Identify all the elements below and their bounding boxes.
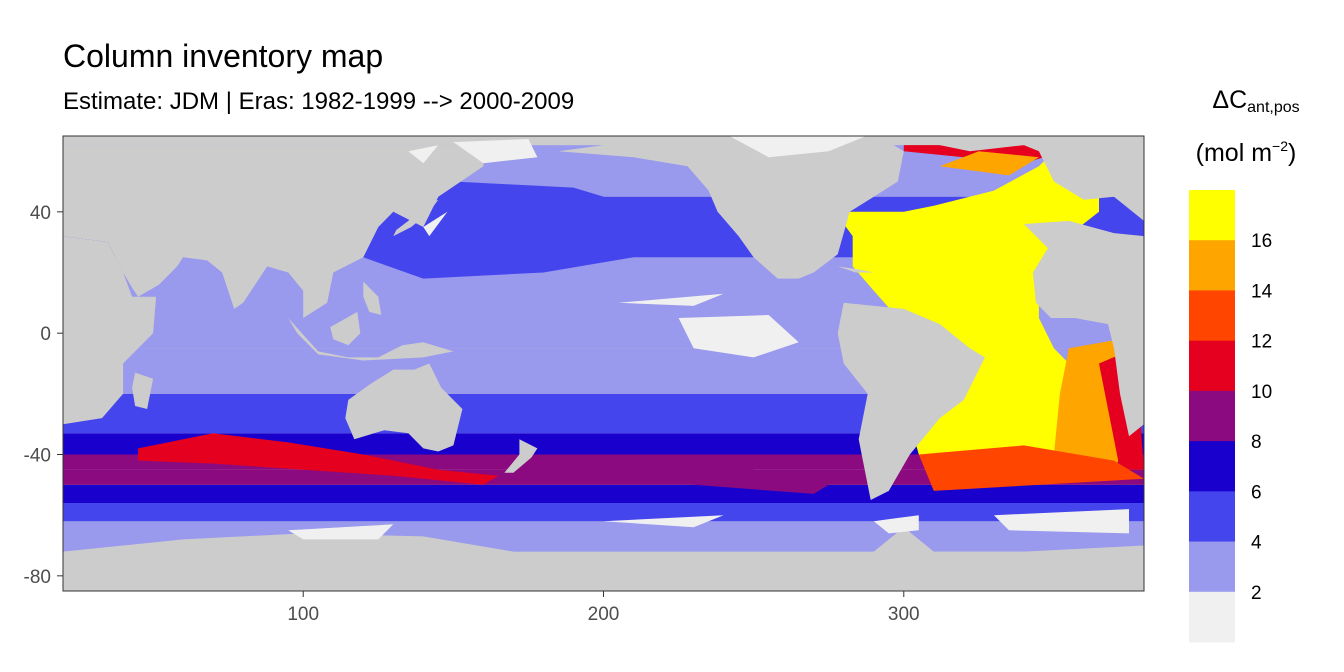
y-tick-label: 40 — [30, 203, 51, 224]
chart-subtitle: Estimate: JDM | Eras: 1982-1999 --> 2000… — [63, 88, 575, 115]
legend-unit: (mol m−2) — [1186, 138, 1306, 168]
plot-area — [63, 136, 1144, 591]
legend-break-label: 2 — [1251, 583, 1262, 604]
madagascar-landmass — [132, 372, 154, 409]
ocean-band — [63, 503, 1144, 522]
legend-break-label: 4 — [1251, 533, 1262, 554]
borneo-phil-landmass — [330, 311, 361, 346]
legend-break-label: 14 — [1251, 281, 1273, 302]
legend-break-label: 10 — [1251, 382, 1272, 403]
eurasia-south-landmass — [63, 145, 484, 318]
legend-title-sub: ant,pos — [1247, 99, 1300, 116]
philippines-landmass — [363, 281, 382, 315]
low-value-patch — [993, 509, 1129, 534]
legend-colorbar: 2 4 6 8 10 12 14 16 — [1189, 190, 1273, 643]
y-tick-label: -40 — [24, 446, 51, 467]
east-africa-landmass — [63, 236, 157, 425]
legend-swatch — [1189, 190, 1235, 241]
legend-unit-prefix: (mol m — [1195, 139, 1273, 167]
x-tick-label: 100 — [287, 604, 319, 625]
southern-ocean-streak — [513, 454, 829, 494]
x-tick-label: 200 — [588, 604, 620, 625]
legend-break-label: 8 — [1251, 432, 1262, 453]
y-tick-label: 0 — [40, 324, 51, 345]
greenland-landmass — [912, 136, 1036, 152]
legend-swatch — [1189, 290, 1235, 342]
legend-break-label: 12 — [1251, 332, 1272, 353]
equatorial-pacific-low — [618, 293, 724, 306]
south-america-landmass — [837, 302, 985, 500]
x-tick-label: 300 — [888, 604, 920, 625]
low-value-patch — [729, 136, 867, 158]
north-america-landmass — [558, 136, 904, 279]
africa-landmass — [1023, 220, 1144, 437]
chart-title: Column inventory map — [63, 38, 384, 74]
low-value-patch — [288, 524, 394, 540]
japan-landmass — [393, 199, 439, 237]
legend-swatch — [1189, 591, 1235, 643]
low-value-patch — [408, 145, 439, 164]
legend-swatch — [1189, 340, 1235, 392]
legend-unit-exp: −2 — [1272, 138, 1289, 154]
legend-swatch — [1189, 441, 1235, 492]
low-value-patch — [453, 139, 538, 164]
europe-asia-landmass — [63, 136, 1144, 221]
legend-title: ΔCant,pos — [1196, 86, 1316, 117]
southern-ocean-streak — [138, 433, 499, 485]
australia-landmass — [345, 363, 463, 452]
legend-break-label: 16 — [1251, 231, 1272, 252]
low-value-patch — [873, 515, 919, 534]
antarctica-landmass — [63, 527, 1144, 591]
new-zealand-landmass — [504, 439, 538, 473]
y-tick-label: -80 — [24, 567, 51, 588]
legend-unit-suffix: ) — [1288, 139, 1297, 167]
south-atlantic-front — [918, 445, 1144, 491]
low-value-patch — [423, 211, 448, 237]
antilles-cuba-landmass — [837, 266, 874, 273]
subpolar-atlantic-orange — [939, 151, 1039, 176]
legend-swatch — [1189, 491, 1235, 543]
equatorial-pacific-low — [678, 315, 799, 358]
indonesia-landmass — [288, 318, 454, 361]
legend-swatch — [1189, 390, 1235, 442]
legend-swatch — [1189, 240, 1235, 291]
legend-swatch — [1189, 541, 1235, 593]
legend-break-label: 6 — [1251, 482, 1262, 503]
low-value-patch — [603, 515, 724, 528]
legend-title-main: ΔC — [1212, 86, 1248, 114]
